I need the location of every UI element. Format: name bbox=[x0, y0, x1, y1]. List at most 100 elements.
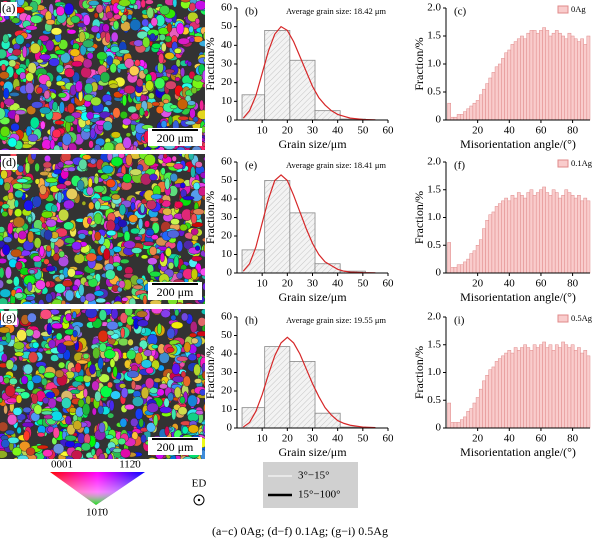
bar bbox=[289, 360, 316, 429]
bar bbox=[548, 35, 553, 121]
bar bbox=[580, 38, 584, 121]
grain bbox=[39, 245, 45, 257]
grain bbox=[67, 103, 75, 114]
x-tick-label: 40 bbox=[332, 433, 344, 445]
grain bbox=[3, 236, 13, 243]
grain bbox=[197, 57, 205, 65]
grain bbox=[67, 166, 76, 172]
grain bbox=[45, 80, 52, 88]
grain bbox=[117, 219, 128, 228]
bar bbox=[558, 32, 562, 121]
grain bbox=[126, 370, 140, 379]
bar bbox=[548, 344, 553, 429]
bar bbox=[561, 35, 565, 121]
bar bbox=[577, 347, 581, 429]
grain bbox=[61, 299, 66, 304]
grain bbox=[29, 116, 40, 129]
grain bbox=[36, 86, 43, 94]
bar bbox=[570, 195, 575, 274]
x-tick-label: 40 bbox=[332, 278, 344, 290]
y-tick-label: 1.5 bbox=[427, 183, 441, 195]
bar bbox=[466, 411, 470, 429]
bar bbox=[586, 200, 591, 274]
grain bbox=[206, 298, 211, 303]
y-tick-label: 0 bbox=[227, 422, 233, 434]
grain bbox=[119, 418, 128, 428]
grain bbox=[84, 82, 93, 94]
bar bbox=[583, 350, 588, 429]
bar bbox=[542, 186, 546, 274]
grain bbox=[118, 280, 126, 289]
x-tick-label: 10 bbox=[257, 125, 269, 137]
bar bbox=[520, 35, 524, 121]
grain bbox=[151, 309, 163, 315]
grain bbox=[145, 460, 149, 464]
grain bbox=[72, 420, 82, 431]
x-tick-label: 60 bbox=[535, 278, 547, 290]
y-tick-label: 2.0 bbox=[427, 156, 441, 168]
grain bbox=[171, 363, 181, 375]
grain bbox=[86, 52, 94, 60]
grain bbox=[3, 182, 11, 192]
bar bbox=[494, 66, 499, 121]
caption: (a−c) 0Ag; (d−f) 0.1Ag; (g−i) 0.5Ag bbox=[212, 524, 388, 538]
grain bbox=[110, 31, 119, 43]
grain bbox=[173, 255, 179, 268]
grain bbox=[131, 247, 143, 254]
grain bbox=[201, 424, 205, 432]
grain bbox=[149, 299, 162, 304]
grain bbox=[83, 433, 91, 445]
grain bbox=[139, 107, 145, 116]
grain bbox=[14, 109, 26, 115]
grain bbox=[117, 437, 126, 445]
grain bbox=[125, 132, 132, 138]
grain bbox=[119, 258, 130, 264]
grain bbox=[142, 241, 155, 247]
grain bbox=[160, 167, 166, 176]
grain bbox=[110, 131, 121, 139]
y-tick-label: 60 bbox=[221, 2, 233, 14]
grain bbox=[203, 243, 205, 253]
grain bbox=[45, 244, 52, 252]
grain bbox=[187, 394, 198, 407]
grain bbox=[194, 18, 200, 25]
grain bbox=[36, 444, 49, 450]
bar bbox=[494, 206, 499, 274]
x-axis-label: Misorientation angle/(°) bbox=[460, 290, 576, 304]
x-tick-label: 80 bbox=[567, 278, 579, 290]
grain bbox=[156, 323, 162, 335]
grain bbox=[82, 58, 93, 69]
ebsd-map bbox=[0, 309, 205, 464]
grain bbox=[181, 312, 189, 322]
bar bbox=[485, 375, 489, 429]
grain bbox=[122, 304, 132, 308]
bar bbox=[478, 239, 483, 274]
grain bbox=[0, 343, 4, 353]
grain bbox=[65, 289, 74, 302]
bar bbox=[539, 30, 543, 121]
grain bbox=[140, 0, 146, 9]
grain bbox=[97, 330, 109, 343]
grain bbox=[27, 312, 37, 323]
bar bbox=[573, 350, 578, 429]
y-tick-label: 1.5 bbox=[427, 30, 441, 42]
grain bbox=[41, 210, 54, 219]
grain bbox=[136, 310, 148, 318]
grain bbox=[130, 202, 136, 211]
grain bbox=[143, 349, 153, 357]
ebsd-map bbox=[0, 154, 211, 308]
grain bbox=[181, 425, 189, 435]
y-tick-label: 50 bbox=[221, 174, 233, 186]
bar bbox=[501, 200, 505, 274]
panel-label: (h) bbox=[245, 315, 258, 327]
grain bbox=[12, 182, 23, 190]
y-axis-label: Fraction/% bbox=[203, 37, 217, 90]
grain bbox=[30, 154, 37, 161]
grain bbox=[165, 80, 177, 90]
y-tick-label: 10 bbox=[221, 95, 233, 107]
bar bbox=[485, 83, 489, 121]
grain bbox=[101, 0, 112, 3]
bar bbox=[577, 41, 581, 121]
grain bbox=[3, 404, 8, 415]
bar bbox=[456, 422, 461, 429]
